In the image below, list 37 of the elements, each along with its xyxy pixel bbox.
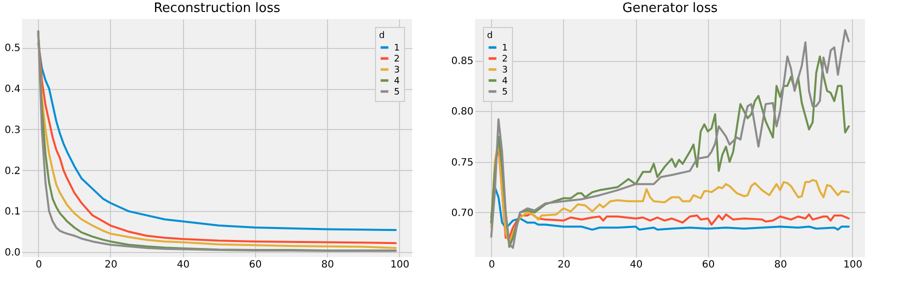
y-tick-label: 0.1 — [4, 206, 20, 218]
legend-label: 1 — [394, 44, 400, 54]
legend-title: d — [379, 31, 385, 41]
y-tick-label: 0.80 — [451, 106, 474, 118]
y-tick-label: 0.3 — [4, 124, 20, 136]
x-tick-label: 60 — [702, 260, 715, 270]
legend-title: d — [487, 31, 493, 41]
x-tick-label: 60 — [249, 260, 262, 270]
legend-label: 5 — [394, 88, 400, 98]
x-tick-label: 100 — [390, 260, 410, 270]
legend-label: 1 — [502, 44, 508, 54]
y-tick-label: 0.85 — [451, 56, 474, 68]
y-tick-label: 0.70 — [451, 208, 474, 219]
x-tick-label: 40 — [630, 260, 643, 270]
legend-label: 4 — [502, 76, 508, 86]
legend-label: 4 — [394, 76, 400, 86]
x-tick-label: 20 — [104, 260, 118, 270]
legend-label: 2 — [502, 54, 508, 64]
x-tick-label: 40 — [176, 260, 190, 270]
x-tick-label: 0 — [36, 260, 42, 270]
y-tick-label: 0.4 — [4, 84, 20, 96]
legend-label: 3 — [394, 66, 400, 76]
legend-label: 2 — [394, 54, 400, 64]
y-tick-label: 0.75 — [451, 157, 474, 168]
y-tick-label: 0.0 — [4, 248, 20, 259]
x-tick-label: 80 — [321, 260, 334, 270]
line-series — [490, 186, 850, 231]
x-tick-label: 0 — [488, 260, 495, 270]
y-tick-label: 0.5 — [4, 43, 20, 54]
x-tick-label: 20 — [558, 260, 570, 270]
x-tick-label: 100 — [843, 260, 862, 270]
legend-label: 5 — [502, 88, 508, 98]
x-tick-label: 80 — [774, 260, 788, 270]
chart-title: Generator loss — [622, 1, 718, 16]
chart-title: Reconstruction loss — [154, 1, 280, 16]
legend-label: 3 — [502, 66, 508, 76]
y-tick-label: 0.2 — [4, 166, 20, 177]
